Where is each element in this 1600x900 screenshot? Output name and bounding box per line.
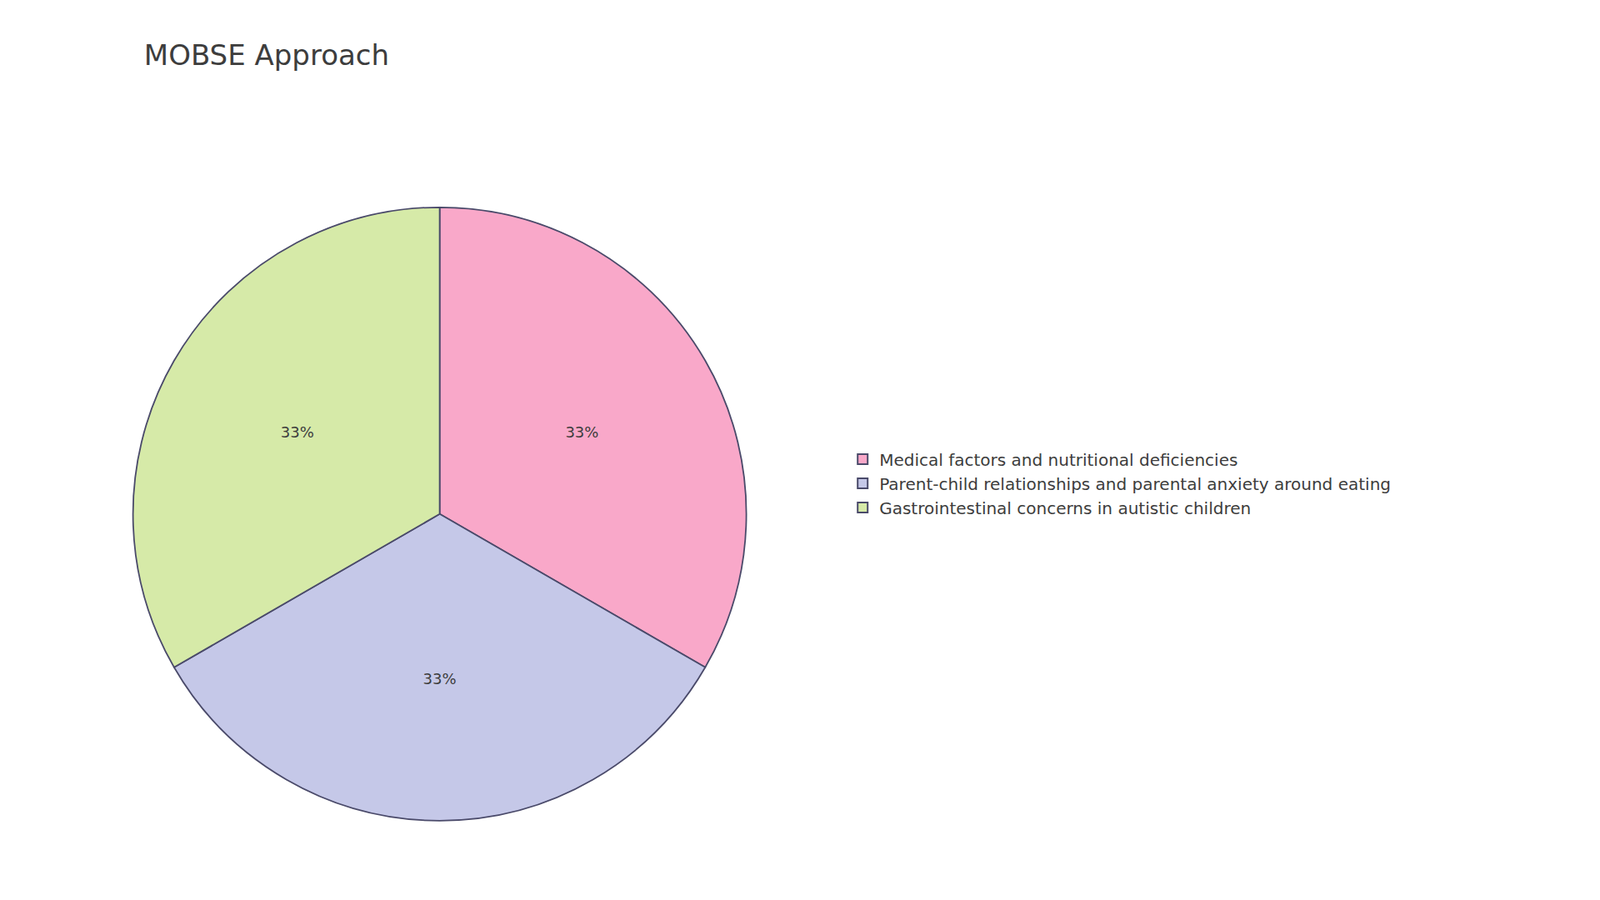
- svg-text:33%: 33%: [423, 670, 457, 688]
- svg-text:MOBSE Approach: MOBSE Approach: [144, 38, 390, 72]
- svg-text:33%: 33%: [280, 423, 315, 441]
- svg-text:Medical factors and nutritiona: Medical factors and nutritional deficien…: [879, 450, 1238, 470]
- svg-text:33%: 33%: [565, 423, 599, 441]
- svg-text:Parent-child relationships and: Parent-child relationships and parental …: [879, 474, 1391, 495]
- svg-text:Gastrointestinal concerns in a: Gastrointestinal concerns in autistic ch…: [879, 498, 1251, 519]
